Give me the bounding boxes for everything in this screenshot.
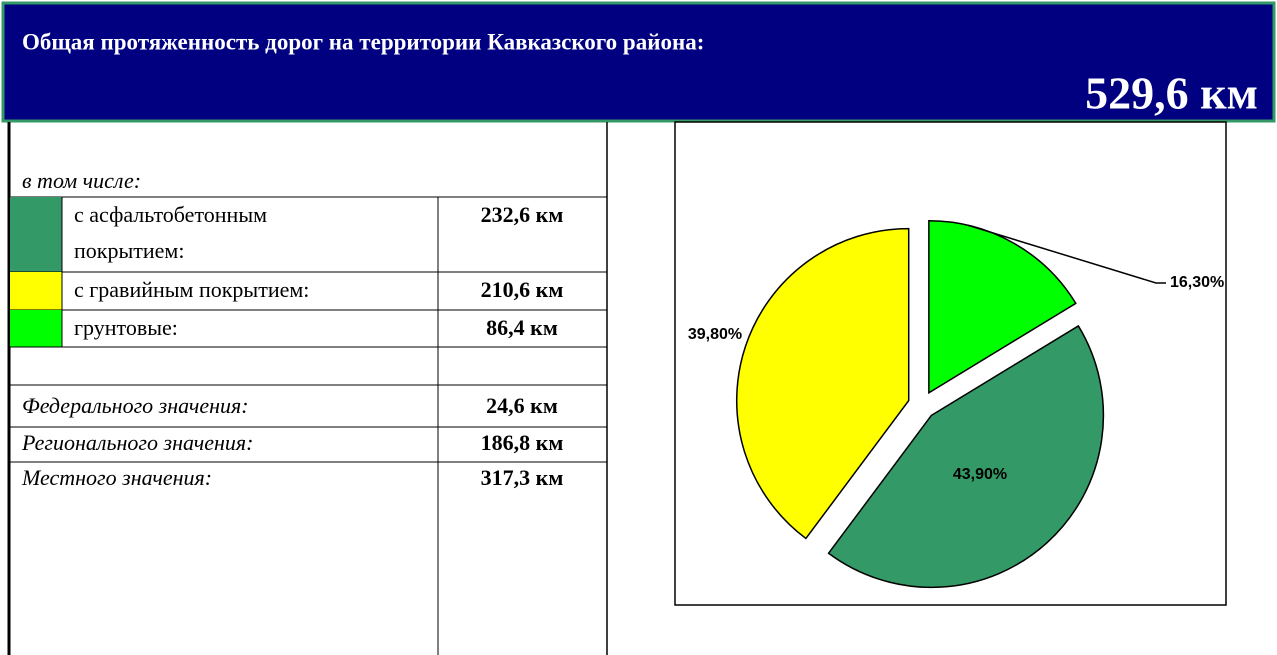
swatch [10, 197, 62, 272]
pie-slice [735, 227, 910, 540]
row-label: с гравийным покрытием: [74, 277, 309, 302]
row-value: 317,3 км [481, 465, 564, 490]
pie-label: 43,90% [953, 466, 1007, 483]
leader-line [967, 224, 1166, 284]
row-value: 24,6 км [486, 393, 558, 418]
pie-label: 16,30% [1170, 274, 1224, 291]
row-value: 186,8 км [481, 430, 564, 455]
row-value: 232,6 км [481, 202, 564, 227]
pie-label: 39,80% [688, 326, 742, 343]
header-band [1, 1, 1276, 123]
row-value: 210,6 км [481, 277, 564, 302]
row-label: покрытием: [74, 238, 184, 263]
header-total: 529,6 км [1085, 68, 1258, 119]
row-label: Регионального значения: [21, 430, 253, 455]
pie-slice [928, 220, 1077, 395]
row-label: с асфальтобетонным [74, 202, 267, 227]
swatch [10, 272, 62, 310]
row-label: Местного значения: [21, 465, 212, 490]
pie-slice [827, 324, 1105, 589]
swatch [10, 310, 62, 347]
row-label: грунтовые: [74, 315, 178, 340]
header-title: Общая протяженность дорог на территории … [22, 29, 704, 54]
row-value: 86,4 км [486, 315, 558, 340]
caption: в том числе: [22, 168, 141, 193]
row-label: Федерального значения: [22, 393, 249, 418]
